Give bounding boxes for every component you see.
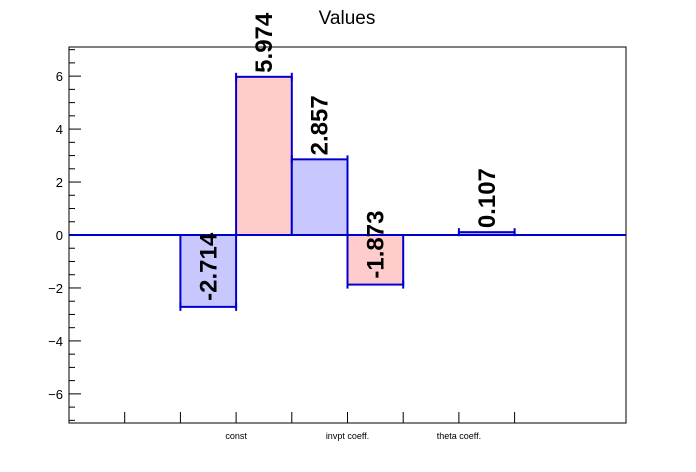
bar-value-label: 5.974 — [251, 12, 278, 73]
x-category-label: theta coeff. — [437, 431, 481, 441]
bar — [235, 75, 293, 236]
bar-value-label: -1.873 — [362, 211, 389, 279]
bar-value-label: -2.714 — [195, 232, 222, 301]
y-tick-label: 6 — [56, 69, 63, 84]
data-labels: -2.714 5.974 2.857 -1.873 0.107 — [195, 12, 501, 301]
y-tick-label: 4 — [56, 122, 63, 137]
bar-value-label: 2.857 — [307, 95, 334, 155]
x-category-label: const — [225, 431, 247, 441]
y-tick-label: 0 — [56, 228, 63, 243]
bar — [290, 158, 349, 236]
y-tick-label: −4 — [48, 334, 63, 349]
y-tick-label: −6 — [48, 387, 63, 402]
y-tick-label: 2 — [56, 175, 63, 190]
x-category-label: invpt coeff. — [326, 431, 369, 441]
bars — [179, 72, 516, 311]
y-axis: −6 −4 −2 0 2 4 6 — [48, 49, 81, 421]
chart-title: Values — [319, 8, 376, 29]
x-axis: const invpt coeff. theta coeff. — [124, 412, 516, 441]
y-tick-label: −2 — [48, 281, 63, 296]
bar — [346, 234, 405, 286]
bar-value-label: 0.107 — [474, 168, 501, 228]
bar — [179, 234, 238, 308]
